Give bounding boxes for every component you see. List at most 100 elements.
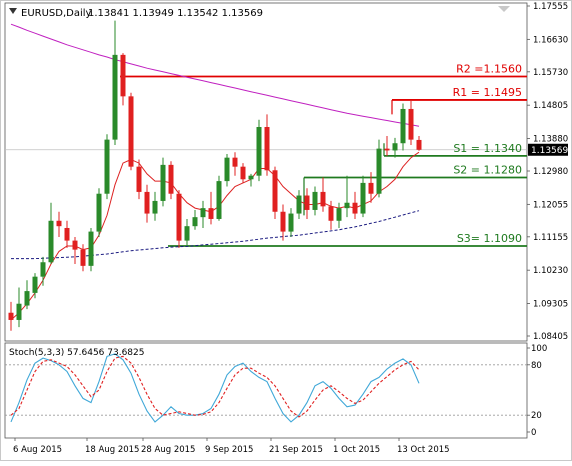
- candle-body: [312, 191, 318, 210]
- candle[interactable]: [96, 188, 102, 237]
- candle-body: [272, 170, 278, 212]
- candle[interactable]: [352, 191, 358, 219]
- candle-body: [264, 127, 270, 171]
- candle[interactable]: [152, 191, 158, 221]
- candle-body: [224, 157, 230, 182]
- candle-body: [400, 108, 406, 144]
- y-axis-label: 1.17555: [533, 2, 568, 12]
- candle[interactable]: [32, 273, 38, 299]
- candle[interactable]: [304, 188, 310, 219]
- x-axis-label: 1 Oct 2015: [333, 445, 380, 455]
- candle[interactable]: [104, 134, 110, 200]
- current-price-tag: 1.13569: [528, 143, 568, 156]
- candle[interactable]: [40, 256, 46, 286]
- candle[interactable]: [80, 244, 86, 272]
- candle-body: [248, 175, 254, 180]
- candle[interactable]: [232, 152, 238, 176]
- candle[interactable]: [72, 237, 78, 265]
- candle-body: [136, 166, 142, 192]
- candle[interactable]: [336, 202, 342, 228]
- candle-body: [192, 217, 198, 227]
- candle[interactable]: [24, 280, 30, 310]
- candle[interactable]: [144, 184, 150, 223]
- candle[interactable]: [200, 200, 206, 228]
- candle[interactable]: [384, 136, 390, 156]
- candle-body: [112, 54, 118, 140]
- candle[interactable]: [160, 157, 166, 207]
- candle[interactable]: [288, 208, 294, 237]
- candle[interactable]: [408, 99, 414, 146]
- x-axis-label: 13 Oct 2015: [397, 445, 450, 455]
- candle[interactable]: [328, 200, 334, 230]
- candle[interactable]: [240, 163, 246, 183]
- candle[interactable]: [360, 175, 366, 218]
- candle[interactable]: [112, 20, 118, 146]
- y-axis-label: 1.08405: [533, 332, 568, 342]
- candle[interactable]: [216, 175, 222, 221]
- candle-body: [40, 262, 46, 277]
- candle[interactable]: [368, 172, 374, 203]
- candle[interactable]: [312, 186, 318, 216]
- candle[interactable]: [296, 190, 302, 219]
- candle[interactable]: [56, 211, 62, 237]
- candle-body: [128, 96, 134, 167]
- candle-body: [160, 164, 166, 201]
- candle[interactable]: [176, 190, 182, 248]
- candle-body: [216, 181, 222, 219]
- candle[interactable]: [64, 220, 70, 248]
- candle-body: [200, 208, 206, 218]
- stochastic-pane: [4, 342, 528, 439]
- candle-body: [240, 166, 246, 180]
- candle[interactable]: [344, 175, 350, 218]
- chart-menu-icon[interactable]: [9, 8, 17, 14]
- candle-body: [280, 211, 286, 232]
- candle-body: [184, 226, 190, 241]
- candle[interactable]: [184, 218, 190, 247]
- candle-body: [336, 208, 342, 221]
- candle-body: [416, 139, 422, 150]
- candle[interactable]: [48, 202, 54, 265]
- candle-body: [208, 208, 214, 219]
- candle[interactable]: [248, 173, 254, 187]
- stoch-axis-label: 20: [531, 411, 542, 421]
- candle[interactable]: [128, 92, 134, 171]
- candle[interactable]: [224, 154, 230, 187]
- candle[interactable]: [208, 191, 214, 225]
- candle-body: [120, 54, 126, 97]
- candle[interactable]: [280, 204, 286, 241]
- candle-body: [392, 143, 398, 151]
- candle[interactable]: [400, 103, 406, 151]
- y-axis-label: 1.16630: [533, 35, 568, 45]
- y-axis-label: 1.10230: [533, 266, 568, 276]
- candle[interactable]: [256, 119, 262, 182]
- y-axis-label: 1.09305: [533, 300, 568, 310]
- candle[interactable]: [88, 227, 94, 272]
- scroll-arrow-icon[interactable]: [498, 6, 510, 12]
- stochastic-signal-line: [10, 355, 420, 418]
- candle[interactable]: [120, 53, 126, 106]
- price-pane: [4, 2, 528, 342]
- level-label-s3: S3= 1.1090: [457, 232, 522, 245]
- stoch-axis-label: 80: [531, 361, 542, 371]
- current-price-value: 1.13569: [531, 146, 568, 156]
- level-label-r2: R2 =1.1560: [456, 63, 522, 76]
- stoch-axis-label: 0: [531, 428, 536, 438]
- candle[interactable]: [320, 177, 326, 212]
- candle[interactable]: [272, 166, 278, 219]
- candle[interactable]: [264, 114, 270, 176]
- candle-body: [232, 157, 238, 167]
- candle[interactable]: [392, 137, 398, 158]
- candle[interactable]: [168, 161, 174, 200]
- candle-body: [344, 202, 350, 209]
- candle[interactable]: [192, 209, 198, 230]
- stochastic-label: Stoch(5,3,3) 57.6456 73.6825: [9, 348, 144, 358]
- candle-body: [176, 193, 182, 241]
- candle-body: [96, 193, 102, 232]
- candle[interactable]: [16, 287, 22, 328]
- candle[interactable]: [416, 136, 422, 151]
- candle[interactable]: [376, 139, 382, 198]
- candle[interactable]: [136, 159, 142, 200]
- candle[interactable]: [8, 301, 14, 331]
